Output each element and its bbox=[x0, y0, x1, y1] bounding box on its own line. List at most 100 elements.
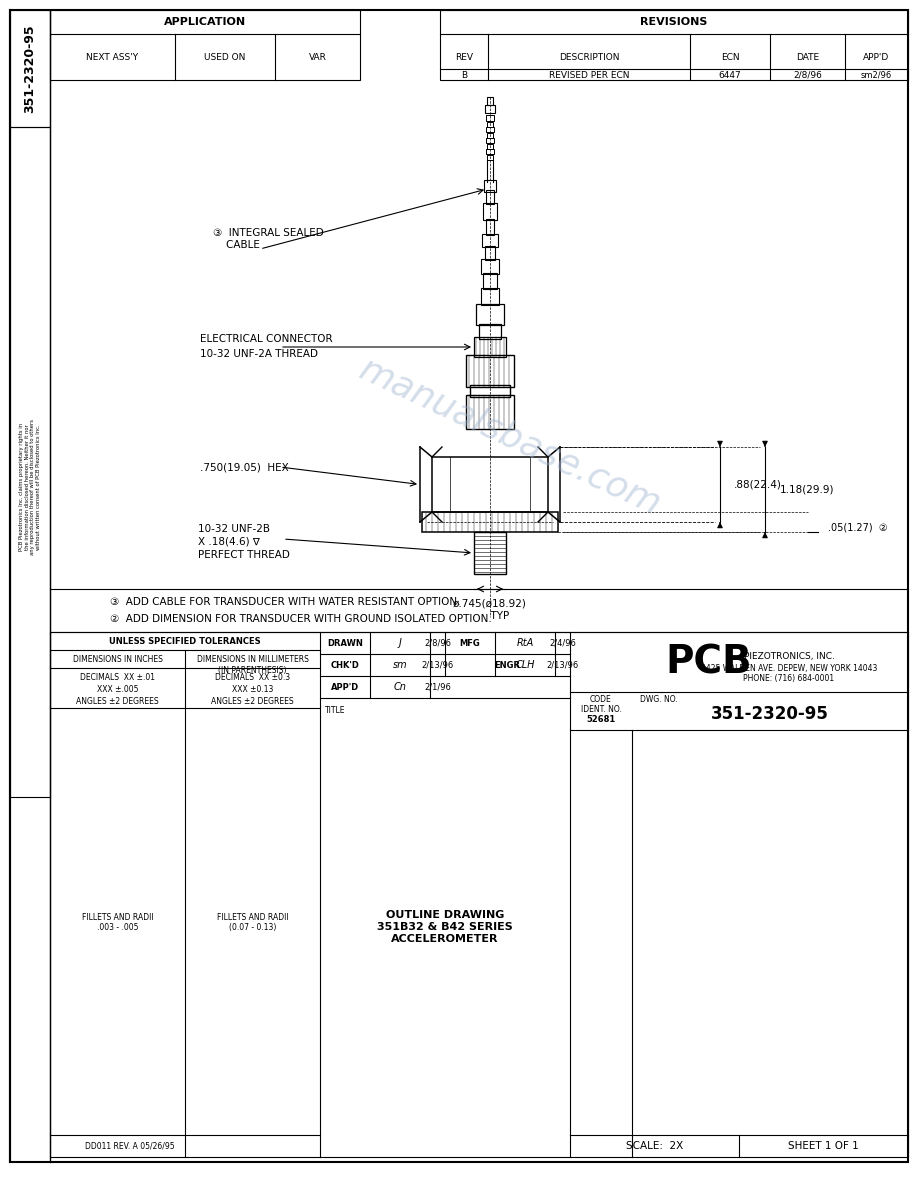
Text: 3425 WALDEN AVE. DEPEW, NEW YORK 14043: 3425 WALDEN AVE. DEPEW, NEW YORK 14043 bbox=[700, 664, 878, 673]
Text: 1.18(29.9): 1.18(29.9) bbox=[779, 484, 834, 495]
Bar bbox=[432, 457, 548, 512]
Text: REVISED PER ECN: REVISED PER ECN bbox=[549, 70, 629, 80]
Text: DECIMALS  XX ±.01: DECIMALS XX ±.01 bbox=[80, 673, 155, 683]
Text: 2/8/96: 2/8/96 bbox=[424, 639, 451, 647]
Text: APPLICATION: APPLICATION bbox=[164, 17, 246, 27]
Text: ③  ADD CABLE FOR TRANSDUCER WITH WATER RESISTANT OPTION.: ③ ADD CABLE FOR TRANSDUCER WITH WATER RE… bbox=[110, 597, 461, 607]
Bar bbox=[10, 127, 50, 796]
Text: ③  INTEGRAL SEALED
    CABLE: ③ INTEGRAL SEALED CABLE bbox=[213, 228, 324, 249]
Bar bbox=[487, 97, 493, 104]
Text: DESCRIPTION: DESCRIPTION bbox=[559, 52, 620, 62]
Bar bbox=[486, 218, 494, 235]
Text: NEXT ASS'Y: NEXT ASS'Y bbox=[86, 52, 139, 62]
Text: UNLESS SPECIFIED TOLERANCES: UNLESS SPECIFIED TOLERANCES bbox=[109, 636, 261, 646]
Text: 10-32 UNF-2B: 10-32 UNF-2B bbox=[198, 523, 270, 534]
Bar bbox=[476, 304, 504, 325]
Text: ELECTRICAL CONNECTOR: ELECTRICAL CONNECTOR bbox=[200, 334, 332, 344]
Text: PHONE: (716) 684-0001: PHONE: (716) 684-0001 bbox=[744, 673, 834, 683]
Text: ANGLES ±2 DEGREES: ANGLES ±2 DEGREES bbox=[211, 698, 294, 706]
Text: (0.07 - 0.13): (0.07 - 0.13) bbox=[229, 923, 276, 932]
Bar bbox=[483, 273, 497, 288]
Text: DECIMALS  XX ±0.3: DECIMALS XX ±0.3 bbox=[215, 673, 290, 683]
Text: DRAWN: DRAWN bbox=[327, 639, 363, 647]
Bar bbox=[482, 234, 498, 247]
Bar bbox=[50, 631, 908, 1157]
Text: APP'D: APP'D bbox=[330, 683, 359, 692]
Bar bbox=[487, 133, 493, 138]
Text: IDENT. NO.: IDENT. NO. bbox=[580, 705, 621, 715]
Bar bbox=[474, 532, 506, 575]
Text: X .18(4.6) ∇: X .18(4.6) ∇ bbox=[198, 537, 260, 547]
Text: XXX ±0.13: XXX ±0.13 bbox=[232, 686, 274, 694]
Text: 52681: 52681 bbox=[587, 716, 616, 724]
Text: TITLE: TITLE bbox=[325, 706, 345, 715]
Text: 2/13/96: 2/13/96 bbox=[546, 660, 578, 669]
Text: Cn: Cn bbox=[394, 683, 407, 692]
Bar bbox=[483, 203, 497, 220]
Text: ANGLES ±2 DEGREES: ANGLES ±2 DEGREES bbox=[76, 698, 159, 706]
Text: CODE: CODE bbox=[590, 696, 612, 705]
Bar bbox=[481, 259, 499, 274]
Text: FILLETS AND RADII: FILLETS AND RADII bbox=[217, 913, 288, 922]
Text: DIMENSIONS IN MILLIMETERS: DIMENSIONS IN MILLIMETERS bbox=[196, 655, 308, 665]
Text: .003 - .005: .003 - .005 bbox=[96, 923, 139, 932]
Text: .88(22.4): .88(22.4) bbox=[734, 480, 782, 489]
Bar bbox=[422, 512, 558, 532]
Text: CHK'D: CHK'D bbox=[330, 660, 360, 669]
Text: REVISIONS: REVISIONS bbox=[641, 17, 708, 27]
Text: ECN: ECN bbox=[721, 52, 739, 62]
Bar bbox=[486, 138, 494, 142]
Bar bbox=[50, 9, 360, 80]
Text: 351-2320-95: 351-2320-95 bbox=[711, 705, 829, 723]
Text: .750(19.05)  HEX: .750(19.05) HEX bbox=[200, 462, 289, 472]
Text: DIMENSIONS IN INCHES: DIMENSIONS IN INCHES bbox=[73, 654, 162, 664]
Bar bbox=[486, 150, 494, 154]
Text: VAR: VAR bbox=[308, 52, 327, 62]
Text: FILLETS AND RADII: FILLETS AND RADII bbox=[82, 913, 153, 922]
Bar bbox=[484, 180, 496, 192]
Text: J: J bbox=[398, 637, 401, 648]
Text: PIEZOTRONICS, INC.: PIEZOTRONICS, INC. bbox=[744, 652, 834, 660]
Bar bbox=[10, 9, 50, 127]
Bar bbox=[486, 115, 494, 121]
Text: XXX ±.005: XXX ±.005 bbox=[96, 686, 139, 694]
Text: 2/13/96: 2/13/96 bbox=[421, 660, 453, 669]
Text: 10-32 UNF-2A THREAD: 10-32 UNF-2A THREAD bbox=[200, 349, 318, 358]
Text: 6447: 6447 bbox=[719, 70, 742, 80]
Text: MFG: MFG bbox=[460, 639, 480, 647]
Text: manualsbase.com: manualsbase.com bbox=[353, 353, 666, 522]
Text: SCALE:  2X: SCALE: 2X bbox=[626, 1141, 683, 1151]
Bar bbox=[466, 395, 514, 429]
Text: 2/1/96: 2/1/96 bbox=[424, 683, 451, 692]
Text: DATE: DATE bbox=[796, 52, 819, 62]
Text: SHEET 1 OF 1: SHEET 1 OF 1 bbox=[789, 1141, 859, 1151]
Bar bbox=[470, 385, 510, 396]
Bar bbox=[487, 122, 493, 127]
Text: ACCELEROMETER: ACCELEROMETER bbox=[391, 934, 498, 945]
Text: USED ON: USED ON bbox=[205, 52, 246, 62]
Text: PCB: PCB bbox=[666, 643, 753, 681]
Text: OUTLINE DRAWING: OUTLINE DRAWING bbox=[386, 910, 504, 920]
Text: (IN PARENTHESIS): (IN PARENTHESIS) bbox=[218, 666, 286, 674]
Text: ②  ADD DIMENSION FOR TRANSDUCER WITH GROUND ISOLATED OPTION.: ② ADD DIMENSION FOR TRANSDUCER WITH GROU… bbox=[110, 614, 492, 624]
Bar bbox=[481, 288, 499, 305]
Text: B: B bbox=[461, 70, 467, 80]
Bar bbox=[486, 127, 494, 132]
Text: sm: sm bbox=[393, 660, 408, 669]
Bar bbox=[487, 155, 493, 160]
Text: PERFECT THREAD: PERFECT THREAD bbox=[198, 550, 290, 560]
Text: REV: REV bbox=[455, 52, 473, 62]
Bar bbox=[485, 104, 495, 113]
Text: APP'D: APP'D bbox=[863, 52, 890, 62]
Text: sm2/96: sm2/96 bbox=[861, 70, 892, 80]
Bar bbox=[486, 190, 494, 204]
Text: 351-2320-95: 351-2320-95 bbox=[24, 25, 37, 113]
Bar bbox=[440, 9, 908, 80]
Text: PCB Piezotronics Inc. claims proprietary rights in
the information disclosed her: PCB Piezotronics Inc. claims proprietary… bbox=[18, 419, 41, 556]
Text: 351B32 & B42 SERIES: 351B32 & B42 SERIES bbox=[377, 922, 513, 933]
Text: RtA: RtA bbox=[516, 637, 533, 648]
Text: 2/4/96: 2/4/96 bbox=[549, 639, 576, 647]
Bar bbox=[479, 324, 501, 339]
Bar bbox=[474, 337, 506, 357]
Bar bbox=[485, 246, 495, 260]
